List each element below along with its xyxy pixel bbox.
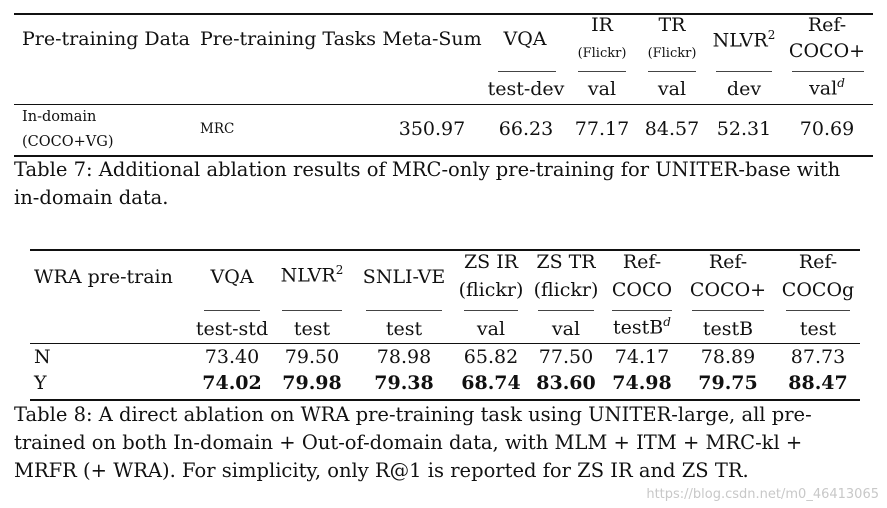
table8-bottom-rule [30,399,860,401]
t8-sub-nlvr: test [293,318,331,340]
t8-cmid-refcocog [786,310,850,311]
t8-row-y-zstr: 83.60 [536,372,596,394]
t8-sub-snli: test [385,318,423,340]
t8-row-y-label: Y [34,372,47,394]
t7-cmid-tr [648,71,696,72]
t8-row-y-vqa: 74.02 [202,372,262,394]
t7-cmid-vqa [498,71,556,72]
t7-header-refcoco-1: Ref- [807,14,847,36]
t8-header-refcocog-2: COCOg [781,279,855,301]
t8-sub-vqa: test-std [195,318,269,340]
t8-row-y-refcocoplus: 79.75 [698,372,758,394]
t8-header-refcocog-1: Ref- [798,251,838,273]
t8-header-wra: WRA pre-train [34,266,173,288]
t8-row-y-zsir: 68.74 [461,372,521,394]
t8-row-n-zsir: 65.82 [463,346,519,368]
t7-header-refcoco-2: COCO+ [788,40,866,62]
t7-val-tr: 84.57 [644,118,700,140]
t8-header-zstr-2: (flickr) [533,279,599,301]
t7-row-data-2: (COCO+VG) [22,134,114,150]
t8-header-snli: SNLI-VE [362,266,446,288]
t8-header-zstr-1: ZS TR [536,251,596,273]
t8-row-n-refcoco: 74.17 [614,346,670,368]
t7-header-tr-sub: (Flickr) [647,46,697,61]
t8-row-y-snli: 79.38 [374,372,434,394]
t8-header-vqa: VQA [210,266,254,288]
t8-header-zsir-2: (flickr) [458,279,524,301]
t8-cmid-zstr [538,310,594,311]
t7-sub-tr: val [657,78,687,100]
t7-sub-vqa: test-dev [487,78,565,100]
t8-cmid-nlvr [282,310,342,311]
t7-val-ref: 70.69 [799,118,855,140]
table7-caption-line1: Table 7: Additional ablation results of … [14,158,841,181]
t7-header-nlvr-label: NLVR [712,29,768,52]
t8-cmid-refcocoplus [692,310,764,311]
t7-header-ir: IR [591,14,613,36]
t7-header-tr: TR [658,14,686,36]
t8-cmid-snli [366,310,442,311]
t7-sub-ref-sup: d [837,76,845,90]
t7-val-metasum: 350.97 [398,118,466,140]
t8-row-y-refcoco: 74.98 [612,372,672,394]
t8-row-y-refcocog: 88.47 [788,372,848,394]
table8-caption-line1: Table 8: A direct ablation on WRA pre-tr… [14,403,812,426]
table7-caption-line2: in-domain data. [14,186,169,209]
t7-header-nlvr-sup: 2 [767,28,776,42]
t8-sub-refcocog: test [799,318,837,340]
t8-cmid-refcoco [612,310,672,311]
table7-bottom-rule [14,155,873,157]
t7-val-ir: 77.17 [574,118,630,140]
t8-header-refcocoplus-2: COCO+ [689,279,767,301]
t7-sub-ref-label: val [809,77,838,100]
t8-header-nlvr-label: NLVR [280,264,336,287]
t7-sub-ir: val [587,78,617,100]
t8-row-n-vqa: 73.40 [204,346,260,368]
t8-header-nlvr: NLVR2 [272,263,352,286]
t7-sub-nlvr: dev [726,78,762,100]
t8-header-nlvr-sup: 2 [335,263,344,277]
table7-mid-rule [14,104,873,105]
t7-row-data-1: In-domain [22,109,97,125]
t7-sub-ref: vald [782,76,872,99]
t8-cmid-zsir [464,310,518,311]
watermark: https://blog.csdn.net/m0_46413065 [646,487,879,502]
t8-sub-zsir: val [476,318,506,340]
t7-header-ir-sub: (Flickr) [577,46,627,61]
t8-header-zsir-1: ZS IR [463,251,519,273]
t8-header-refcoco-2: COCO [611,279,673,301]
t8-sub-refcoco-sup: d [663,315,671,329]
t8-cmid-vqa [204,310,260,311]
table7-top-rule [14,13,873,15]
t7-val-nlvr: 52.31 [716,118,772,140]
t7-cmid-ir [578,71,626,72]
t8-sub-zstr: val [551,318,581,340]
t7-header-meta-sum: Meta-Sum [382,28,482,50]
t8-row-n-zstr: 77.50 [538,346,594,368]
t7-val-vqa: 66.23 [498,118,554,140]
t7-header-nlvr: NLVR2 [706,28,782,51]
t8-row-n-refcocoplus: 78.89 [700,346,756,368]
t8-row-n-refcocog: 87.73 [790,346,846,368]
t7-header-pretraining-data: Pre-training Data [22,28,190,50]
t8-header-refcocoplus-1: Ref- [708,251,748,273]
table8-caption-line3: MRFR (+ WRA). For simplicity, only R@1 i… [14,459,749,482]
t8-sub-refcoco-label: testB [613,316,664,339]
t7-cmid-nlvr [716,71,772,72]
t8-header-refcoco-1: Ref- [622,251,662,273]
t8-row-y-nlvr: 79.98 [282,372,342,394]
t8-sub-refcocoplus: testB [702,318,754,340]
t8-row-n-nlvr: 79.50 [284,346,340,368]
table8-top-rule [30,249,860,251]
t7-header-vqa: VQA [503,28,547,50]
t7-header-pretraining-tasks: Pre-training Tasks [200,28,376,50]
table8-caption-line2: trained on both In-domain + Out-of-domai… [14,431,803,454]
t8-row-n-label: N [34,346,51,368]
t7-cmid-ref [792,71,864,72]
table8-mid-rule [30,343,860,344]
t8-row-n-snli: 78.98 [376,346,432,368]
t7-row-tasks: MRC [200,121,235,137]
t8-sub-refcoco: testBd [604,315,680,338]
